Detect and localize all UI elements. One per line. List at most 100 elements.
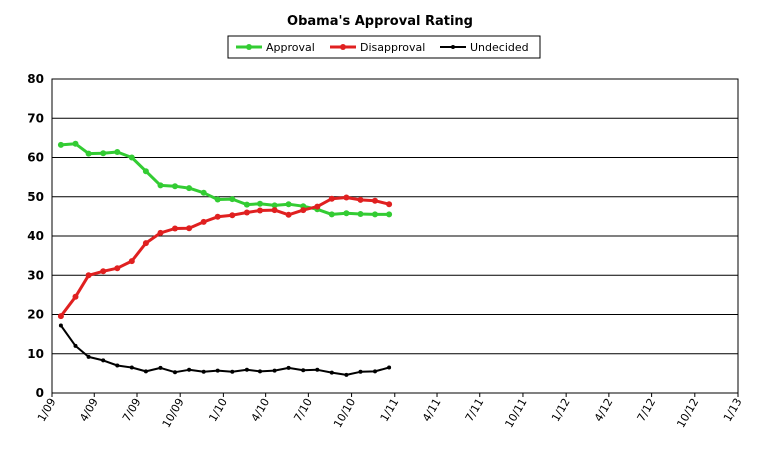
data-point-approval [128,154,135,161]
data-point-undecided [286,365,291,370]
data-point-disapproval [386,201,393,208]
data-point-undecided [201,369,206,374]
data-point-approval [372,211,378,218]
data-point-disapproval [128,258,135,265]
data-point-approval [172,183,178,190]
x-tick-label: 1/13 [721,396,745,424]
series-layer [57,140,393,377]
x-axis: 1/09 4/09 7/09 10/09 1/10 4/10 7/10 10/10 1/11 4/… [35,393,745,430]
data-point-undecided [230,369,235,374]
data-point-approval [328,211,335,218]
data-point-undecided [215,368,220,373]
data-point-undecided [358,369,363,374]
data-point-disapproval [257,207,263,214]
data-point-disapproval [172,225,178,232]
series-undecided [58,323,392,377]
data-point-undecided [244,367,249,372]
x-tick-label: 7/12 [635,396,659,424]
data-point-disapproval [243,209,250,216]
data-point-disapproval [229,212,236,219]
data-point-undecided [86,354,91,359]
data-point-disapproval [157,229,164,236]
x-tick-label: 4/10 [249,396,273,424]
data-point-approval [243,201,250,208]
data-point-approval [214,196,221,203]
data-point-approval [257,200,263,207]
data-point-disapproval [200,218,207,225]
gridlines [52,117,738,355]
legend-label-undecided: Undecided [470,41,529,54]
data-point-undecided [258,369,262,374]
data-point-approval [114,149,121,155]
x-tick-label: 10/10 [331,396,358,430]
chart-title: Obama's Approval Rating [287,14,473,29]
data-point-approval [285,201,292,208]
y-tick-label: 30 [27,268,44,282]
data-point-undecided [158,365,163,370]
y-tick-label: 80 [27,72,44,86]
y-axis: 0 10 20 30 40 50 60 70 80 [27,72,44,400]
data-point-disapproval [372,197,378,204]
data-point-approval [229,196,236,203]
x-tick-label: 1/11 [378,396,402,424]
x-tick-label: 1/10 [206,396,230,424]
x-tick-label: 1/09 [35,396,59,424]
legend-box [227,35,541,59]
data-point-undecided [344,372,349,377]
x-tick-label: 4/09 [77,396,101,424]
x-tick-label: 7/10 [291,396,315,424]
data-point-disapproval [114,265,121,272]
data-point-disapproval [72,293,79,300]
data-point-undecided [115,363,120,368]
y-tick-label: 10 [27,347,44,361]
legend-label-approval: Approval [266,41,315,54]
data-point-approval [142,168,149,175]
y-tick-label: 40 [27,229,44,243]
data-point-undecided [329,370,334,375]
data-point-undecided [187,367,192,372]
data-point-undecided [101,358,106,363]
data-point-undecided [173,370,177,375]
x-tick-label: 4/12 [592,396,616,424]
legend-marker-undecided [451,45,455,49]
data-point-approval [100,150,107,157]
data-point-disapproval [300,207,307,214]
series-disapproval [57,194,393,320]
data-point-disapproval [142,240,149,247]
x-tick-label: 10/12 [674,396,701,430]
data-point-disapproval [57,313,64,320]
series-approval [57,140,393,218]
data-point-approval [186,185,193,192]
y-tick-label: 60 [27,151,44,165]
data-point-disapproval [343,194,350,201]
data-point-undecided [73,343,78,348]
data-point-undecided [129,365,134,370]
data-point-undecided [387,365,392,370]
data-point-approval [271,202,278,209]
data-point-approval [157,182,164,189]
y-tick-label: 0 [36,386,44,400]
x-tick-label: 10/11 [502,396,529,430]
data-point-approval [72,140,79,147]
data-point-disapproval [214,213,221,220]
data-point-approval [200,189,207,196]
data-point-disapproval [285,211,292,218]
x-tick-label: 4/11 [420,396,444,424]
x-tick-label: 10/09 [160,396,187,430]
data-point-approval [85,150,92,157]
series-line-undecided [60,324,390,376]
data-point-disapproval [85,272,92,279]
data-point-disapproval [328,195,335,202]
data-point-disapproval [186,225,193,232]
y-tick-label: 70 [27,111,44,125]
plot-border [51,78,739,394]
legend-label-disapproval: Disapproval [360,41,425,54]
data-point-undecided [373,369,377,374]
data-point-approval [343,210,350,217]
data-point-approval [386,211,393,218]
data-point-disapproval [100,268,107,275]
x-tick-label: 7/11 [463,396,487,424]
data-point-disapproval [314,203,321,210]
